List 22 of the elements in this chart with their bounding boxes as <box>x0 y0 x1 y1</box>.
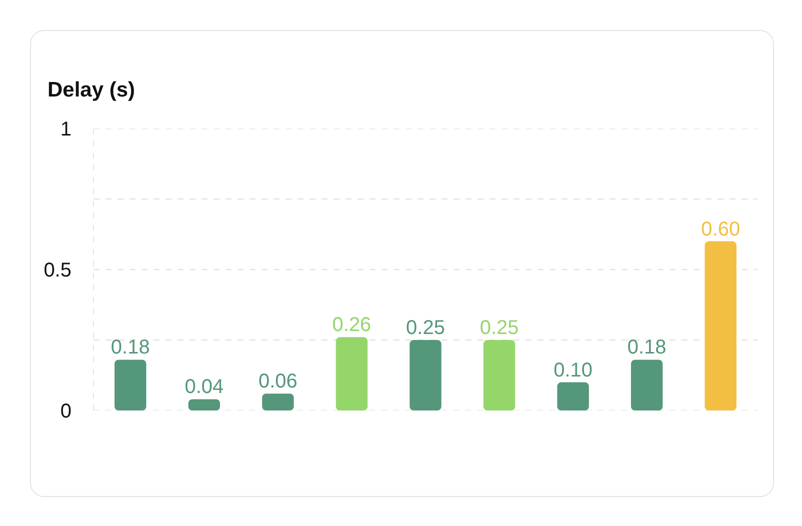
y-tick-label: 0.5 <box>44 260 72 282</box>
bar <box>410 340 442 410</box>
y-tick-label: 1 <box>60 118 72 140</box>
bar <box>336 337 368 410</box>
data-label: 0.25 <box>480 317 519 339</box>
data-label: 0.18 <box>627 336 666 359</box>
bar <box>630 360 663 410</box>
data-label: 0.26 <box>332 314 372 336</box>
data-label: 0.04 <box>184 376 224 398</box>
y-tick-label: 0 <box>60 400 72 422</box>
chart-title: Delay (s) <box>48 78 136 102</box>
bar <box>704 241 736 410</box>
data-label: 0.10 <box>554 359 593 382</box>
data-label: 0.06 <box>258 370 298 393</box>
bar <box>114 360 146 410</box>
data-label: 0.18 <box>110 336 150 359</box>
bar <box>557 382 589 410</box>
data-label: 0.25 <box>406 317 445 339</box>
bar <box>483 340 516 410</box>
bar <box>188 399 220 410</box>
bar <box>262 394 294 410</box>
data-label: 0.60 <box>701 218 740 240</box>
